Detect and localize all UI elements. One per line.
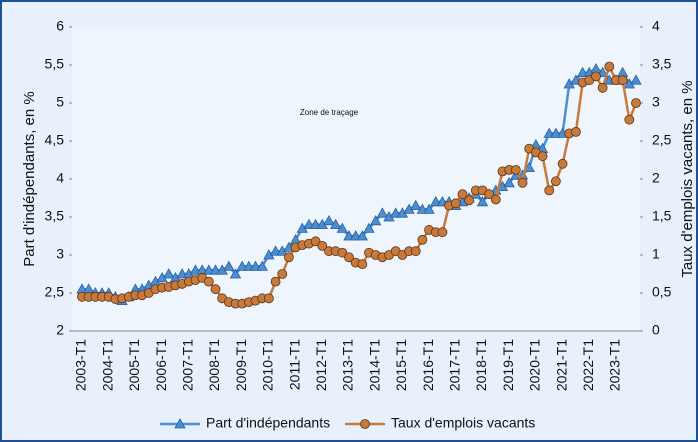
marker <box>476 195 489 207</box>
marker <box>370 214 382 226</box>
x-tick-label: 2023-T1 <box>607 339 623 391</box>
x-tick-label: 2017-T1 <box>446 339 462 391</box>
x-tick-label: 2010-T1 <box>260 339 276 391</box>
y-tick-label: 2 <box>56 322 64 338</box>
marker <box>597 82 608 93</box>
marker <box>223 260 235 271</box>
y-tick-label: 5 <box>56 94 64 110</box>
x-tick-label: 2022-T1 <box>580 339 596 391</box>
marker <box>557 158 568 169</box>
y2-tick-label: 1 <box>652 246 660 262</box>
marker <box>356 230 369 241</box>
marker <box>174 418 186 429</box>
x-tick-label: 2006-T1 <box>153 339 169 391</box>
marker <box>503 176 515 188</box>
marker <box>256 260 268 271</box>
marker <box>537 151 548 162</box>
x-tick-label: 2015-T1 <box>393 339 409 391</box>
y2-tick-label: 3 <box>652 94 660 110</box>
marker <box>490 194 501 205</box>
marker <box>604 61 615 72</box>
marker <box>624 114 635 125</box>
marker <box>336 222 348 233</box>
annotation: Zone de traçage <box>300 108 359 117</box>
y2-tick-label: 1,5 <box>652 208 672 224</box>
marker <box>360 419 370 429</box>
marker <box>277 269 288 279</box>
y2-tick-label: 0,5 <box>652 284 672 300</box>
legend-label: Taux d'emplois vacants <box>391 415 535 431</box>
x-tick-label: 2019-T1 <box>500 339 516 391</box>
marker <box>263 293 274 304</box>
x-tick-label: 2016-T1 <box>420 339 436 391</box>
y-axis-title: Part d'indépendants, en % <box>21 91 38 267</box>
x-tick-label: 2011-T1 <box>286 339 302 390</box>
y2-tick-label: 0 <box>652 322 660 338</box>
marker <box>457 189 468 200</box>
y2-tick-label: 2,5 <box>652 132 672 148</box>
marker <box>229 268 242 279</box>
marker <box>510 164 521 175</box>
marker <box>417 234 428 245</box>
marker <box>423 203 435 214</box>
y-tick-label: 4 <box>56 170 64 186</box>
marker <box>437 227 448 238</box>
marker <box>163 268 175 279</box>
y-tick-label: 4,5 <box>45 132 65 148</box>
x-tick-label: 2021-T1 <box>553 339 569 391</box>
marker <box>631 98 641 108</box>
marker <box>317 240 328 251</box>
marker <box>284 252 294 263</box>
marker <box>410 246 421 257</box>
x-tick-label: 2007-T1 <box>179 339 195 391</box>
marker <box>591 71 601 82</box>
y-tick-label: 6 <box>56 18 64 34</box>
marker <box>410 199 422 210</box>
marker <box>363 222 375 233</box>
marker <box>323 214 335 226</box>
marker <box>450 198 461 209</box>
marker <box>344 252 354 263</box>
marker <box>517 177 528 188</box>
y2-tick-label: 4 <box>652 18 660 34</box>
marker <box>210 284 221 295</box>
y2-axis-title: Taux d'emplois vacants, en % <box>679 80 696 277</box>
marker <box>310 236 321 247</box>
y-tick-label: 3,5 <box>45 208 65 224</box>
marker <box>571 126 581 137</box>
x-tick-label: 2012-T1 <box>313 339 329 391</box>
x-tick-label: 2009-T1 <box>233 339 249 391</box>
x-tick-label: 2013-T1 <box>340 339 356 391</box>
y-tick-label: 2,5 <box>45 284 65 300</box>
marker <box>203 276 214 287</box>
x-tick-label: 2005-T1 <box>126 339 142 391</box>
x-tick-label: 2003-T1 <box>73 339 89 391</box>
x-tick-label: 2020-T1 <box>527 339 543 391</box>
y-tick-label: 5,5 <box>45 56 65 72</box>
x-tick-label: 2014-T1 <box>366 339 382 391</box>
marker <box>544 185 555 196</box>
legend-label: Part d'indépendants <box>206 415 330 431</box>
marker <box>484 189 495 200</box>
marker <box>357 259 368 270</box>
x-tick-label: 2004-T1 <box>99 339 115 391</box>
x-tick-label: 2008-T1 <box>206 339 222 391</box>
y2-tick-label: 2 <box>652 170 660 186</box>
marker <box>617 75 628 86</box>
marker <box>464 195 475 206</box>
marker <box>329 218 342 229</box>
marker <box>551 176 561 187</box>
y2-tick-label: 3,5 <box>652 56 672 72</box>
marker <box>376 207 389 218</box>
marker <box>630 74 642 85</box>
marker <box>337 247 348 258</box>
x-tick-label: 2018-T1 <box>473 339 489 391</box>
marker <box>270 276 281 287</box>
y-tick-label: 3 <box>56 246 64 262</box>
